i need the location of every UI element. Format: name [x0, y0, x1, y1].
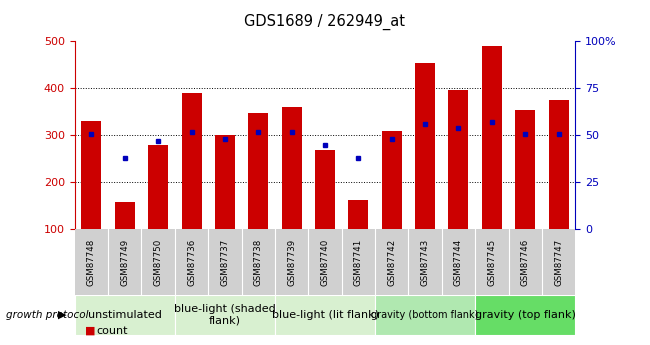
- Text: gravity (top flank): gravity (top flank): [474, 310, 576, 320]
- Text: blue-light (lit flank): blue-light (lit flank): [272, 310, 378, 320]
- Text: GSM87740: GSM87740: [320, 239, 330, 286]
- Bar: [375, 295, 475, 335]
- Bar: [382, 131, 402, 229]
- Text: growth protocol: growth protocol: [6, 310, 89, 320]
- Bar: [81, 121, 101, 229]
- Bar: [549, 100, 569, 229]
- Bar: [475, 295, 575, 335]
- Bar: [348, 200, 369, 229]
- Text: ■: ■: [84, 326, 95, 336]
- Bar: [281, 107, 302, 229]
- Bar: [215, 136, 235, 229]
- Text: GDS1689 / 262949_at: GDS1689 / 262949_at: [244, 14, 406, 30]
- Text: gravity (bottom flank): gravity (bottom flank): [371, 310, 479, 320]
- Text: unstimulated: unstimulated: [88, 310, 162, 320]
- Bar: [181, 93, 202, 229]
- Text: GSM87745: GSM87745: [488, 239, 497, 286]
- Text: GSM87737: GSM87737: [220, 239, 229, 286]
- Text: GSM87747: GSM87747: [554, 239, 563, 286]
- Text: GSM87736: GSM87736: [187, 239, 196, 286]
- Bar: [482, 46, 502, 229]
- Text: GSM87739: GSM87739: [287, 239, 296, 286]
- Bar: [515, 110, 535, 229]
- Bar: [448, 90, 469, 229]
- Text: GSM87746: GSM87746: [521, 239, 530, 286]
- Text: GSM87743: GSM87743: [421, 239, 430, 286]
- Text: GSM87749: GSM87749: [120, 239, 129, 286]
- Text: count: count: [96, 326, 127, 336]
- Text: GSM87741: GSM87741: [354, 239, 363, 286]
- Text: GSM87742: GSM87742: [387, 239, 396, 286]
- Text: ▶: ▶: [57, 310, 66, 320]
- Bar: [175, 295, 275, 335]
- Bar: [75, 295, 175, 335]
- Text: blue-light (shaded
flank): blue-light (shaded flank): [174, 304, 276, 326]
- Bar: [275, 295, 375, 335]
- Bar: [115, 202, 135, 229]
- Text: GSM87744: GSM87744: [454, 239, 463, 286]
- Text: GSM87748: GSM87748: [87, 239, 96, 286]
- Bar: [315, 149, 335, 229]
- Bar: [148, 145, 168, 229]
- Text: GSM87750: GSM87750: [153, 239, 162, 286]
- Bar: [248, 113, 268, 229]
- Bar: [415, 63, 435, 229]
- Text: GSM87738: GSM87738: [254, 239, 263, 286]
